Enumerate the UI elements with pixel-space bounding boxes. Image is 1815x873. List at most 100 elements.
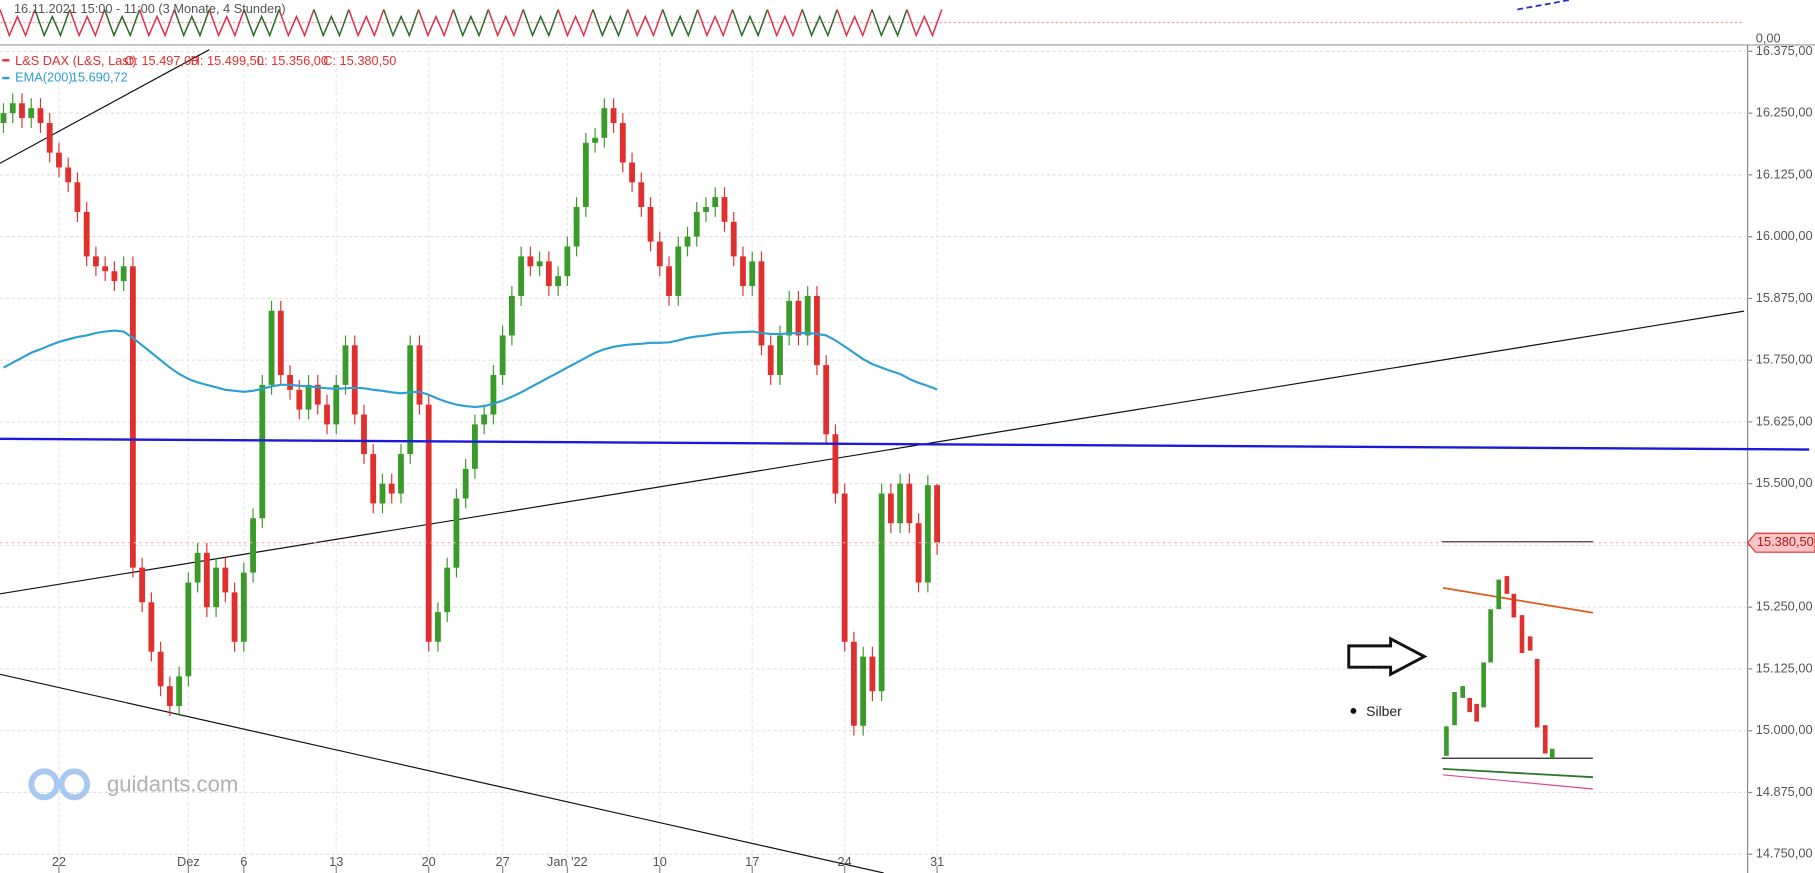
candle-body [56, 152, 62, 168]
candle-body [693, 211, 700, 237]
candle-body [65, 167, 72, 183]
candle-body [37, 108, 44, 124]
candle-body [166, 686, 173, 707]
candle-body [379, 483, 386, 504]
indicator-line [1517, 0, 1570, 11]
indicator-wave [731, 9, 769, 38]
x-tick-label: 27 [496, 854, 510, 869]
y-tick-label: 15.500,00 [1756, 475, 1813, 490]
indicator-wave [487, 9, 524, 38]
x-tick-label: 22 [52, 854, 66, 869]
candle-body [342, 345, 349, 385]
candle-body [240, 572, 247, 642]
x-tick-label: Jan '22 [547, 854, 588, 869]
candle-body [231, 592, 238, 642]
candle-body [314, 384, 321, 405]
candle-body [777, 335, 783, 375]
candle-body [638, 182, 645, 208]
candle-body [185, 582, 192, 677]
strip-text: 16.11.2021 15:00 - 11:00 (3 Monate, 4 St… [14, 1, 286, 16]
candle-body [453, 498, 460, 568]
y-tick-label: 15.875,00 [1756, 290, 1813, 305]
candle-body [684, 236, 691, 247]
candle-body [139, 567, 146, 603]
y-tick-label: 16.250,00 [1756, 104, 1813, 119]
indicator-wave [0, 9, 36, 38]
candle-body [111, 271, 118, 282]
x-tick-label: 31 [930, 854, 944, 869]
candle-body [333, 384, 340, 425]
candle-body [296, 389, 303, 410]
indicator-wave [801, 9, 838, 38]
candle-body [832, 434, 839, 494]
candle-body [398, 454, 404, 494]
indicator-wave [138, 9, 176, 38]
indicator-strip [0, 9, 943, 38]
indicator-wave [34, 9, 71, 38]
indicator-wave [696, 9, 734, 38]
candle-body [481, 414, 488, 425]
legend-swatch [2, 76, 10, 80]
trendline [0, 49, 210, 164]
candle-body [814, 295, 820, 366]
candle-body [305, 384, 312, 410]
x-tick-label: 6 [240, 854, 247, 869]
candle-body [259, 384, 266, 519]
candle-body [277, 310, 284, 375]
candle-body [102, 266, 109, 272]
indicator-wave [208, 9, 245, 38]
candle-body [749, 261, 756, 287]
candle-body [268, 310, 275, 385]
candle-body [758, 261, 765, 346]
y-tick-label: 16.375,00 [1756, 43, 1813, 58]
candle-body [906, 483, 913, 524]
candle-body [619, 123, 626, 163]
indicator-wave [348, 9, 385, 38]
candle-body [157, 651, 164, 687]
candle-body [176, 676, 183, 707]
candle-body [351, 345, 358, 415]
candle-body [324, 404, 330, 425]
y-tick-label: 15.750,00 [1756, 351, 1813, 366]
candle-body [0, 113, 7, 124]
candle-body [610, 108, 617, 124]
candle-body [878, 493, 885, 692]
candle-body [93, 256, 99, 267]
candle-body [629, 162, 635, 183]
candle-body [222, 567, 229, 593]
legend-value: C: 15.380,50 [323, 53, 396, 68]
candle-body [887, 493, 894, 524]
candle-body [250, 518, 256, 573]
candle-body [194, 552, 201, 583]
y-tick-label: 15.125,00 [1756, 660, 1813, 675]
legend-ema-name: EMA(200) [15, 69, 73, 84]
watermark: guidants.com [107, 771, 238, 796]
indicator-wave [382, 9, 420, 38]
candle-body [703, 207, 709, 212]
candle-body [721, 197, 728, 222]
y-tick-label: 16.125,00 [1756, 166, 1813, 181]
inset-label: Silber [1366, 703, 1402, 719]
strip-zero-label: 0,00 [1756, 30, 1781, 45]
indicator-wave [452, 9, 490, 38]
candle-body [120, 266, 127, 282]
candle-body [435, 612, 441, 642]
indicator-wave [592, 9, 629, 38]
watermark-logo [28, 768, 91, 801]
candle-body [601, 108, 608, 138]
y-tick-label: 14.875,00 [1756, 784, 1813, 799]
candle-body [508, 295, 515, 336]
indicator-wave [313, 9, 350, 38]
candle-body [897, 483, 904, 524]
y-tick-label: 16.000,00 [1756, 228, 1813, 243]
legend-value: L: 15.356,00 [257, 53, 328, 68]
candle-body [841, 493, 848, 642]
legend-values: O: 15.497,00H: 15.499,50L: 15.356,00C: 1… [124, 53, 396, 68]
candle-body [564, 246, 571, 277]
legend-value: O: 15.497,00 [124, 53, 198, 68]
x-tick-label: 17 [745, 854, 759, 869]
candle-body [675, 246, 682, 296]
candle-body [46, 123, 53, 153]
indicator-wave [173, 9, 210, 38]
